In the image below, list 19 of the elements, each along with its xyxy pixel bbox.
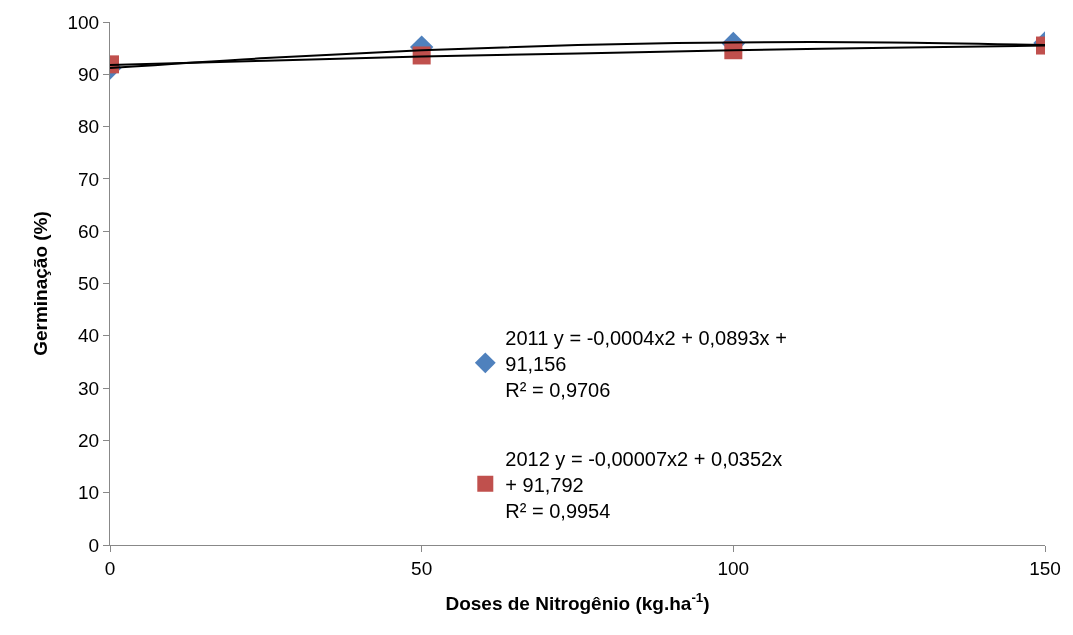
y-tick-label: 30 (78, 377, 100, 399)
y-tick-label: 100 (67, 11, 100, 33)
y-tick-label: 10 (78, 482, 100, 504)
y-tick-label: 0 (88, 534, 100, 556)
legend-label: 2012 y = -0,00007x2 + 0,0352x + 91,792 R² = 0,9954 (505, 447, 783, 522)
x-tick-label: 100 (717, 557, 750, 579)
y-tick-label: 80 (78, 116, 100, 138)
y-tick-label: 60 (78, 220, 100, 242)
x-tick-label: 50 (411, 557, 433, 579)
y-tick-label: 20 (78, 430, 100, 452)
x-axis-title: Doses de Nitrogênio (kg.ha$^{-1}$) (445, 589, 710, 614)
y-axis-title: Germinação (%) (30, 211, 52, 356)
y-tick-label: 90 (78, 63, 100, 85)
y-tick-label: 50 (78, 273, 100, 295)
x-tick-label: 0 (104, 557, 116, 579)
y-tick-label: 70 (78, 168, 100, 190)
y-tick-label: 40 (78, 325, 100, 347)
x-tick-label: 150 (1029, 557, 1061, 579)
legend-label: 2011 y = -0,0004x2 + 0,0893x + 91,156 R² = 0,9706 (505, 326, 787, 401)
